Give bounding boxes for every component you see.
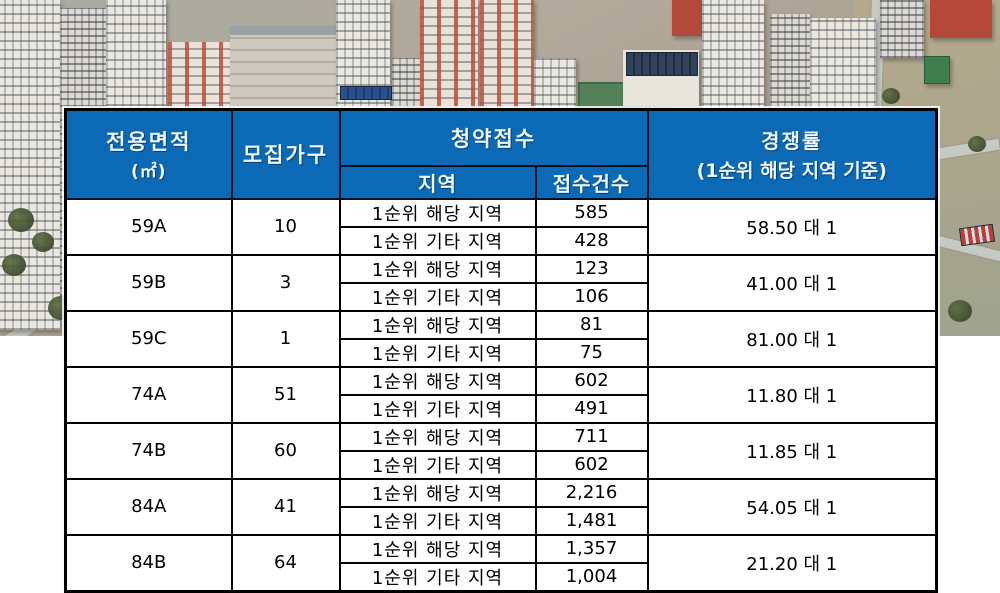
received-count-other: 428	[534, 225, 649, 256]
header-competition-rate-basis: (1순위 해당 지역 기준)	[696, 160, 887, 183]
competition-rate: 11.85 대 1	[646, 421, 938, 480]
tree	[8, 208, 34, 232]
received-count-local: 123	[534, 253, 649, 284]
table-row: 1순위 기타 지역 1,004	[66, 561, 937, 592]
apartment-building	[770, 14, 810, 110]
table-row: 74A 51 1순위 해당 지역 602 11.80 대 1	[64, 365, 938, 424]
households-count: 1	[230, 309, 341, 368]
received-count-other: 75	[534, 337, 649, 368]
households-count: 3	[230, 253, 341, 312]
unit-type: 74B	[64, 421, 233, 480]
header-competition-rate-label: 경쟁률	[761, 129, 823, 154]
households-count: 10	[230, 197, 341, 256]
households-count: 60	[230, 421, 341, 480]
competition-rate: 41.00 대 1	[646, 253, 938, 312]
header-subscription: 청약접수	[338, 108, 649, 167]
competition-rate: 81.00 대 1	[646, 309, 938, 368]
region-first-other: 1순위 기타 지역	[338, 449, 537, 480]
header-region-label: 지역	[418, 171, 457, 196]
region-first-other: 1순위 기타 지역	[338, 505, 537, 536]
households-count: 64	[230, 533, 341, 592]
header-received-count-label: 접수건수	[552, 171, 631, 196]
red-roof-building	[930, 0, 992, 38]
table-row: 59C 1 1순위 해당 지역 81 81.00 대 1	[64, 309, 938, 368]
apartment-building	[810, 18, 876, 112]
tree	[2, 254, 26, 276]
solar-panel-roof	[340, 86, 392, 100]
competition-rate: 11.80 대 1	[646, 365, 938, 424]
table-row: 59A 10 1순위 해당 지역 585 58.50 대 1	[64, 197, 938, 256]
header-competition-rate: 경쟁률 (1순위 해당 지역 기준)	[646, 108, 938, 200]
red-highrise	[672, 0, 704, 36]
tree	[32, 232, 54, 252]
table-row: 1순위 기타 지역 1,481	[66, 505, 937, 536]
region-first-local: 1순위 해당 지역	[338, 197, 537, 228]
received-count-other: 1,481	[534, 505, 649, 536]
table-row: 1순위 기타 지역 75	[66, 337, 937, 368]
region-first-local: 1순위 해당 지역	[338, 365, 537, 396]
tree	[968, 136, 986, 152]
received-count-other: 1,004	[534, 561, 649, 592]
unit-type: 59C	[64, 309, 233, 368]
region-first-other: 1순위 기타 지역	[338, 281, 537, 312]
unit-type: 59A	[64, 197, 233, 256]
households-count: 51	[230, 365, 341, 424]
apartment-building	[0, 0, 60, 330]
competition-rate: 54.05 대 1	[646, 477, 938, 536]
competition-rate: 21.20 대 1	[646, 533, 938, 592]
unit-type: 74A	[64, 365, 233, 424]
table-row: 1순위 기타 지역 106	[66, 281, 937, 312]
header-region: 지역	[338, 164, 537, 200]
table-row: 1순위 기타 지역 602	[66, 449, 937, 480]
header-received-count: 접수건수	[534, 164, 649, 200]
region-first-local: 1순위 해당 지역	[338, 421, 537, 452]
header-exclusive-area: 전용면적 (㎡)	[64, 108, 233, 200]
sports-court	[924, 56, 950, 84]
tree	[882, 88, 900, 104]
region-first-local: 1순위 해당 지역	[338, 533, 537, 564]
header-subscription-label: 청약접수	[450, 126, 537, 151]
region-first-local: 1순위 해당 지역	[338, 253, 537, 284]
received-count-other: 491	[534, 393, 649, 424]
table-row: 74B 60 1순위 해당 지역 711 11.85 대 1	[64, 421, 938, 480]
received-count-local: 1,357	[534, 533, 649, 564]
received-count-other: 602	[534, 449, 649, 480]
header-households-label: 모집가구	[242, 143, 329, 168]
table-row: 1순위 기타 지역 491	[66, 393, 937, 424]
region-first-other: 1순위 기타 지역	[338, 337, 537, 368]
tree	[948, 300, 972, 322]
apartment-building	[702, 0, 764, 114]
received-count-local: 81	[534, 309, 649, 340]
header-exclusive-area-label: 전용면적	[106, 130, 192, 155]
region-first-other: 1순위 기타 지역	[338, 393, 537, 424]
subscription-results-table: 전용면적 (㎡) 모집가구 청약접수 경쟁률 (1순위 해당 지역 기준) 지역…	[64, 108, 938, 593]
received-count-local: 602	[534, 365, 649, 396]
unit-type: 84A	[64, 477, 233, 536]
table-row: 59B 3 1순위 해당 지역 123 41.00 대 1	[64, 253, 938, 312]
received-count-other: 106	[534, 281, 649, 312]
competition-rate: 58.50 대 1	[646, 197, 938, 256]
solar-panel-roof	[626, 52, 698, 76]
region-first-local: 1순위 해당 지역	[338, 477, 537, 508]
received-count-local: 2,216	[534, 477, 649, 508]
region-first-local: 1순위 해당 지역	[338, 309, 537, 340]
households-count: 41	[230, 477, 341, 536]
received-count-local: 711	[534, 421, 649, 452]
unit-type: 59B	[64, 253, 233, 312]
region-first-other: 1순위 기타 지역	[338, 225, 537, 256]
header-area-unit: (㎡)	[130, 162, 167, 183]
table-row: 84A 41 1순위 해당 지역 2,216 54.05 대 1	[64, 477, 938, 536]
table-row: 1순위 기타 지역 428	[66, 225, 937, 256]
header-households: 모집가구	[230, 108, 341, 200]
apartment-building	[880, 0, 924, 58]
unit-type: 84B	[64, 533, 233, 592]
table-row: 84B 64 1순위 해당 지역 1,357 21.20 대 1	[64, 533, 938, 592]
received-count-local: 585	[534, 197, 649, 228]
region-first-other: 1순위 기타 지역	[338, 561, 537, 592]
